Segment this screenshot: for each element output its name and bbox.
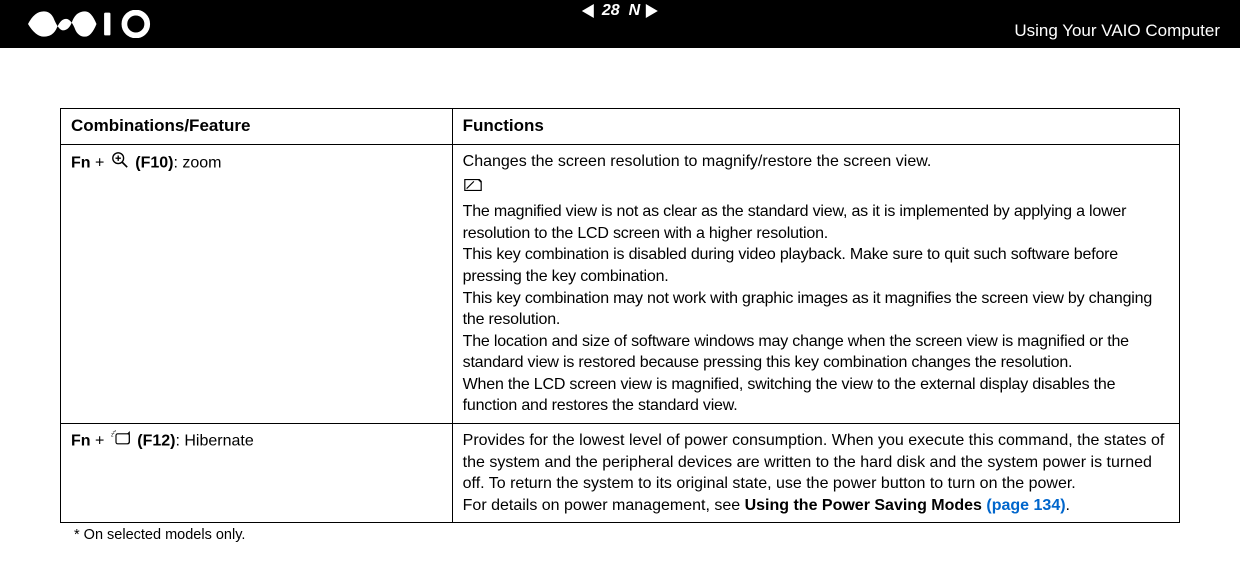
note-line: This key combination may not work with g… [463, 288, 1169, 331]
key-label: : zoom [173, 154, 221, 171]
page-link[interactable]: (page 134) [986, 497, 1065, 514]
table-header-combo: Combinations/Feature [61, 109, 453, 145]
nav-prev-icon[interactable] [582, 4, 594, 18]
function-main-text: Provides for the lowest level of power c… [463, 430, 1169, 495]
key-fn: Fn [71, 154, 91, 171]
svg-text:z: z [114, 430, 116, 433]
page-number: 28 [602, 2, 620, 20]
page-navigation: 28 N [582, 2, 658, 20]
table-header-func: Functions [452, 109, 1179, 145]
function-main-text: Changes the screen resolution to magnify… [463, 151, 1169, 173]
table-row: Fn + z z z (F12): Hibernate Provides for… [61, 424, 1180, 523]
nav-n-label: N [629, 2, 641, 20]
note-line: The location and size of software window… [463, 331, 1169, 374]
nav-next-icon[interactable] [646, 4, 658, 18]
note-line: The magnified view is not as clear as th… [463, 201, 1169, 244]
vaio-logo [28, 10, 158, 38]
magnify-icon [111, 151, 129, 176]
note-line: This key combination is disabled during … [463, 244, 1169, 287]
key-f10: (F10) [135, 154, 173, 171]
hibernate-icon: z z z [111, 430, 131, 453]
key-label: : Hibernate [175, 433, 253, 450]
table-row: Fn + (F10): zoom Changes the screen reso… [61, 144, 1180, 423]
note-icon [463, 177, 483, 200]
section-title: Using Your VAIO Computer [1014, 21, 1220, 41]
key-fn: Fn [71, 433, 91, 450]
function-details: For details on power management, see Usi… [463, 495, 1169, 517]
feature-table: Combinations/Feature Functions Fn + (F10… [60, 108, 1180, 523]
footnote: * On selected models only. [60, 527, 1180, 543]
key-f12: (F12) [137, 433, 175, 450]
note-line: When the LCD screen view is magnified, s… [463, 374, 1169, 417]
